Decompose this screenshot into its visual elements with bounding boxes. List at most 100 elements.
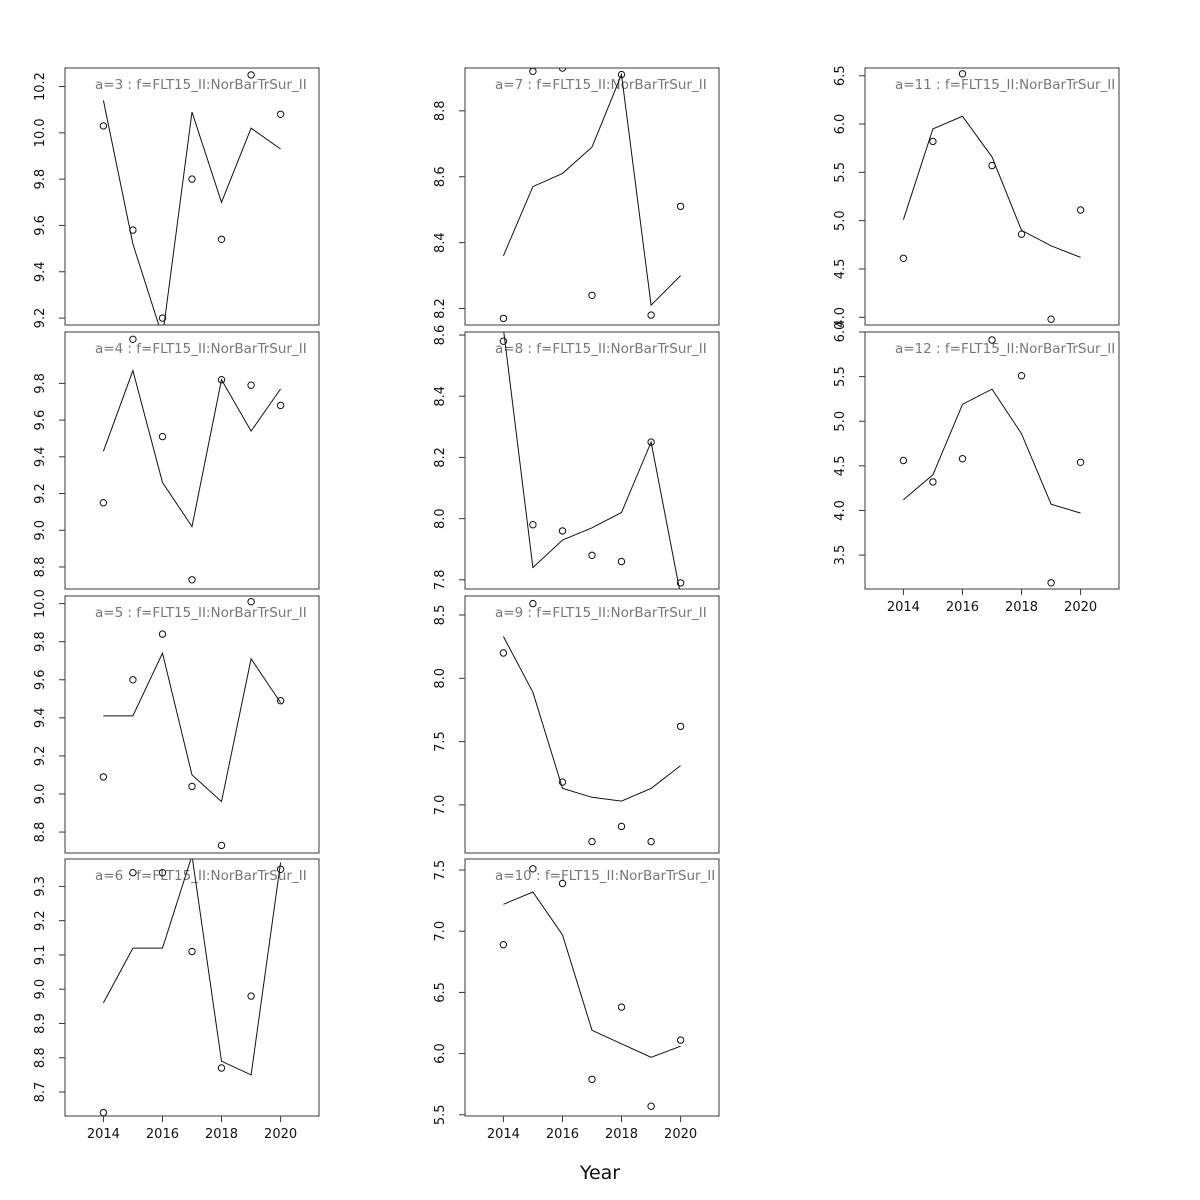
observed-point <box>276 401 285 410</box>
fitted-line <box>102 859 282 1076</box>
observed-point <box>158 630 167 638</box>
x-tick-label: 2014 <box>87 1127 120 1142</box>
y-tick-label: 6.0 <box>833 322 848 343</box>
y-tick-label: 9.3 <box>33 876 48 897</box>
panel-title: a=12 : f=FLT15_II:NorBarTrSur_II <box>895 341 1115 357</box>
panel-title: a=9 : f=FLT15_II:NorBarTrSur_II <box>495 605 707 621</box>
y-tick-label: 7.0 <box>433 795 448 816</box>
y-tick-label: 9.2 <box>33 308 48 329</box>
y-tick-label: 6.5 <box>433 982 448 1003</box>
y-tick-label: 9.2 <box>33 910 48 931</box>
y-tick-label: 9.6 <box>33 669 48 690</box>
observed-point <box>158 432 167 441</box>
observed-point <box>647 311 655 319</box>
panel-title: a=7 : f=FLT15_II:NorBarTrSur_II <box>495 77 707 93</box>
y-tick-label: 8.8 <box>33 822 48 843</box>
y-tick-label: 5.5 <box>833 162 848 183</box>
observed-point <box>676 579 685 587</box>
y-tick-label: 9.2 <box>33 483 48 504</box>
panel-title: a=4 : f=FLT15_II:NorBarTrSur_II <box>95 341 307 357</box>
panel-frame <box>464 595 720 854</box>
observed-point <box>676 202 685 211</box>
panel-title: a=3 : f=FLT15_II:NorBarTrSur_II <box>95 77 307 93</box>
panel-frame <box>64 67 320 326</box>
observed-point <box>188 782 196 791</box>
x-tick-label: 2020 <box>1064 600 1097 615</box>
y-tick-label: 8.6 <box>433 166 448 187</box>
observed-point <box>188 175 196 183</box>
observed-point <box>899 456 908 465</box>
y-tick-label: 6.5 <box>833 65 848 86</box>
y-tick-label: 8.8 <box>33 557 48 578</box>
fitted-line <box>502 636 681 802</box>
y-tick-label: 10.2 <box>33 72 48 101</box>
observed-point <box>647 837 655 846</box>
fitted-line <box>503 332 680 589</box>
y-tick-label: 8.2 <box>433 447 448 468</box>
fitted-line <box>103 651 282 803</box>
observed-point <box>617 822 626 831</box>
y-tick-label: 9.4 <box>33 261 48 282</box>
plot-area <box>899 336 1085 587</box>
observed-point <box>558 879 567 888</box>
fitted-line <box>503 891 681 1058</box>
panel-1: a=3 : f=FLT15_II:NorBarTrSur_II 9.2 9.4 9.6… <box>33 67 320 329</box>
observed-point <box>647 1102 655 1110</box>
x-tick-label: 2016 <box>946 600 979 615</box>
observed-point <box>1076 206 1085 214</box>
observed-point <box>129 676 137 684</box>
observed-point <box>588 551 596 559</box>
panel-title: a=8 : f=FLT15_II:NorBarTrSur_II <box>495 341 707 357</box>
x-tick-label: 2020 <box>264 1127 297 1142</box>
panel-frame <box>864 331 1120 590</box>
observed-point <box>499 337 508 345</box>
y-tick-label: 9.0 <box>33 784 48 805</box>
observed-point <box>558 527 567 535</box>
observed-point <box>1017 230 1026 238</box>
y-tick-label: 7.8 <box>433 569 448 590</box>
panel-2: a=4 : f=FLT15_II:NorBarTrSur_II 8.8 9.0 9.2… <box>33 331 320 590</box>
panel-title: a=11 : f=FLT15_II:NorBarTrSur_II <box>895 77 1115 93</box>
plot-area <box>99 71 285 325</box>
observed-point <box>676 1036 685 1044</box>
observed-point <box>247 992 255 1000</box>
panel-4: a=6 : f=FLT15_II:NorBarTrSur_II 8.7 8.8 8.9… <box>33 858 320 1142</box>
y-tick-label: 8.8 <box>433 100 448 121</box>
observed-point <box>529 68 537 75</box>
panel-frame <box>64 331 320 590</box>
plot-area <box>499 68 685 323</box>
panels: a=3 : f=FLT15_II:NorBarTrSur_II 9.2 9.4 9.6… <box>33 65 1120 1142</box>
observed-point <box>99 773 108 781</box>
y-tick-label: 3.5 <box>833 545 848 566</box>
panel-3: a=5 : f=FLT15_II:NorBarTrSur_II 8.8 9.0 9.2… <box>33 589 320 854</box>
observed-point <box>617 557 626 566</box>
x-tick-label: 2014 <box>887 600 920 615</box>
x-tick-label: 2018 <box>205 1127 238 1142</box>
observed-point <box>247 598 255 606</box>
observed-point <box>129 226 137 234</box>
x-tick-label: 2014 <box>487 1127 520 1142</box>
y-tick-label: 5.5 <box>833 366 848 387</box>
y-tick-label: 5.0 <box>833 411 848 432</box>
observed-point <box>217 376 226 384</box>
fitted-line <box>902 115 1081 258</box>
observed-point <box>188 947 196 956</box>
panel-5: a=7 : f=FLT15_II:NorBarTrSur_II 8.2 8.4 8.6… <box>433 67 720 326</box>
observed-point <box>588 291 596 299</box>
y-tick-label: 10.0 <box>33 118 48 147</box>
observed-point <box>276 865 285 873</box>
observed-point <box>529 521 537 529</box>
y-tick-label: 8.7 <box>33 1082 48 1103</box>
fitted-line <box>102 368 282 528</box>
observed-point <box>958 70 967 78</box>
observed-point <box>929 137 937 146</box>
observed-point <box>276 110 285 119</box>
panel-frame <box>464 858 720 1117</box>
observed-point <box>1076 458 1085 466</box>
y-tick-label: 6.0 <box>833 114 848 135</box>
y-tick-label: 7.5 <box>433 731 448 752</box>
observed-point <box>499 649 508 657</box>
y-tick-label: 9.1 <box>33 945 48 966</box>
y-tick-label: 7.0 <box>433 921 448 942</box>
panel-frame <box>464 331 720 590</box>
